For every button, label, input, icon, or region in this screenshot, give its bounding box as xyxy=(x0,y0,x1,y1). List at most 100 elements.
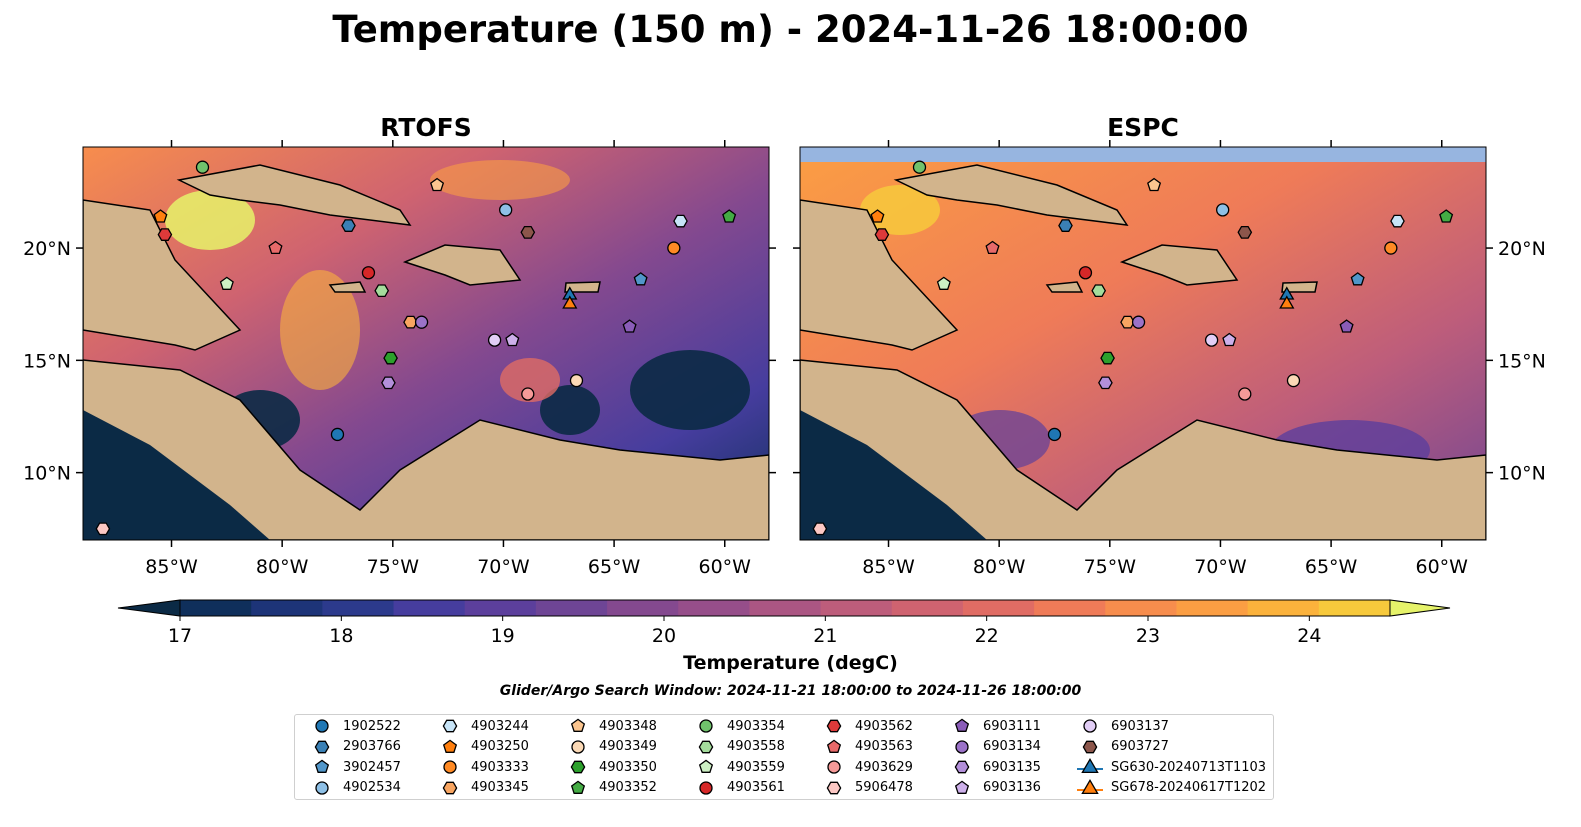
legend-marker xyxy=(954,760,970,774)
legend-marker xyxy=(1083,719,1097,733)
legend-marker xyxy=(827,760,841,774)
colorbar-bin xyxy=(749,600,822,616)
legend-pentagon-icon xyxy=(954,718,970,732)
legend-label: 4903250 xyxy=(471,739,529,754)
lat-tick-label: 15°N xyxy=(1498,350,1546,372)
platform-marker-SG678-20240617T1202 xyxy=(1279,295,1295,309)
legend-item: 6903111 xyxy=(947,716,1041,736)
map-panels: 85°W 80°W 75°W 70°W 65°W 60°W 20°N 15°N 10°N 85°W… xyxy=(23,140,1546,578)
lat-tick-label: 10°N xyxy=(1498,463,1546,485)
legend-label: 6903136 xyxy=(983,780,1041,795)
platform-marker-4903562 xyxy=(157,228,173,241)
legend-hexagon-icon xyxy=(570,760,586,774)
legend-circle-icon xyxy=(699,780,713,795)
legend-label: 4903563 xyxy=(855,739,913,754)
legend-label: 4903561 xyxy=(727,780,785,795)
legend-hexagon-icon xyxy=(1082,740,1098,753)
legend-marker xyxy=(442,719,458,733)
legend-hexagon-icon xyxy=(826,781,842,794)
legend-item: 4903562 xyxy=(819,716,913,736)
legend-item: 6903134 xyxy=(947,737,1041,757)
colorbar-bin xyxy=(891,600,964,616)
platform-marker-4903349 xyxy=(569,373,584,388)
platform-marker-6903134 xyxy=(1131,315,1146,329)
platform-marker-4903350 xyxy=(383,351,398,365)
legend-label: 4903345 xyxy=(471,780,529,795)
legend-item: 4903333 xyxy=(435,757,529,777)
legend-item: 6903135 xyxy=(947,757,1041,777)
legend-item: 6903137 xyxy=(1075,716,1169,736)
legend-label: 3902457 xyxy=(343,759,401,775)
platform-marker-4903562 xyxy=(874,228,890,241)
lat-tick-label: 20°N xyxy=(23,238,71,260)
platform-marker-4903352 xyxy=(1439,209,1454,223)
lon-tick-label: 85°W xyxy=(145,556,198,578)
legend-item: 4903354 xyxy=(691,716,785,736)
search-window-text: Glider/Argo Search Window: 2024-11-21 18… xyxy=(499,683,1082,699)
colorbar-bin xyxy=(464,600,537,616)
platform-marker-4903348 xyxy=(1147,177,1162,192)
legend-label: 6903727 xyxy=(1111,739,1169,754)
legend-circle-icon xyxy=(571,739,585,754)
legend-item: 5906478 xyxy=(819,778,913,798)
legend-marker xyxy=(826,781,842,794)
chart-title: Temperature (150 m) - 2024-11-26 18:00:0… xyxy=(332,8,1249,51)
platform-marker-4903629 xyxy=(1238,387,1252,401)
platform-marker-4903629 xyxy=(521,387,535,401)
legend-label: 4903352 xyxy=(599,780,657,795)
legend-pentagon-icon xyxy=(826,739,842,753)
platform-marker-6903136 xyxy=(1222,332,1237,347)
legend-label: 4903629 xyxy=(855,759,913,775)
legend-label: 4903562 xyxy=(855,718,913,734)
colorbar: 17 18 19 20 21 22 23 24 xyxy=(117,599,1451,647)
lon-tick-label: 80°W xyxy=(256,556,309,578)
colorbar-frame xyxy=(179,599,1391,617)
platform-marker-4903563 xyxy=(268,240,283,255)
legend-item: 4903349 xyxy=(563,737,657,757)
colorbar-bin xyxy=(1034,600,1106,616)
legend-marker xyxy=(1077,758,1103,774)
colorbar-bin xyxy=(180,600,252,616)
legend-marker xyxy=(698,740,714,753)
colorbar-label: Temperature (degC) xyxy=(683,652,898,674)
lon-tick-label: 75°W xyxy=(1084,556,1137,578)
platform-marker-4903244 xyxy=(1390,214,1405,228)
legend-circle-icon xyxy=(699,719,713,733)
platform-marker-4903345 xyxy=(1120,315,1135,329)
legend-marker xyxy=(954,718,970,732)
lon-tick-label: 70°W xyxy=(1194,556,1247,578)
legend-marker xyxy=(315,719,329,733)
legend-label: 4903349 xyxy=(599,739,657,754)
platform-marker-6903135 xyxy=(381,376,396,390)
colorbar-bin xyxy=(251,600,323,616)
legend-item: 6903727 xyxy=(1075,737,1169,757)
legend-label: 4903350 xyxy=(599,759,657,775)
platform-marker-6903111 xyxy=(1339,319,1354,333)
platform-marker-4903250 xyxy=(870,209,885,223)
colorbar-bin xyxy=(1247,600,1320,616)
lat-tick-label: 10°N xyxy=(23,463,71,485)
legend-marker xyxy=(1077,778,1103,794)
platform-marker-6903137 xyxy=(487,333,502,347)
platform-marker-3902457 xyxy=(1350,272,1365,286)
platform-marker-4903250 xyxy=(153,209,168,223)
legend-label: 4903354 xyxy=(727,718,785,734)
legend-marker xyxy=(954,780,970,794)
legend-hexagon-icon xyxy=(954,760,970,774)
legend-label: 4903244 xyxy=(471,718,529,734)
legend-item: 6903136 xyxy=(947,778,1041,798)
legend-pentagon-icon xyxy=(314,759,330,773)
legend-label: 2903766 xyxy=(343,739,401,754)
legend-marker xyxy=(442,739,458,753)
legend-label: 1902522 xyxy=(343,718,401,734)
colorbar-min-extend xyxy=(117,599,181,617)
platform-marker-4903333 xyxy=(667,241,681,255)
legend-marker xyxy=(698,759,714,773)
platform-marker-4903561 xyxy=(1078,266,1093,280)
legend-label: 6903137 xyxy=(1111,718,1169,734)
legend-label: 4903559 xyxy=(727,759,785,775)
legend-item: 4903348 xyxy=(563,716,657,736)
colorbar-bin xyxy=(678,600,750,616)
platform-marker-1902522 xyxy=(1047,427,1062,442)
platform-marker-6903135 xyxy=(1098,376,1113,390)
